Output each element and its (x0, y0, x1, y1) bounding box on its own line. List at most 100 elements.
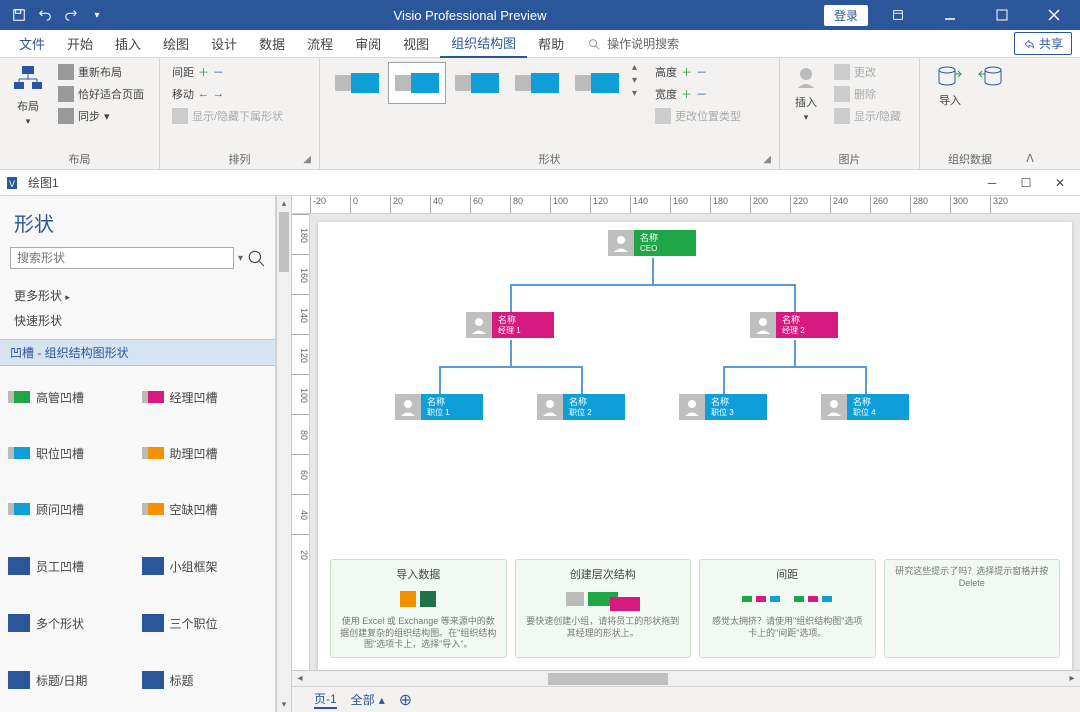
stencil-header[interactable]: 凹槽 - 组织结构图形状 (0, 339, 275, 366)
stencil-shape-item[interactable]: 高管凹槽 (8, 376, 134, 418)
move-button[interactable]: 移动 ← → (168, 84, 287, 104)
stencil-shape-item[interactable]: 员工凹槽 (8, 544, 134, 587)
ribbon-group-shapes: ▴ ▾ ▾ 高度 ＋ － 宽度 ＋ － 更改位置类型 形状◢ (320, 58, 780, 169)
shape-style-thumb[interactable] (568, 62, 626, 104)
minimize-icon[interactable] (928, 0, 972, 30)
save-icon[interactable] (8, 4, 30, 26)
horizontal-ruler: -200204060801001201401601802002202402602… (292, 196, 1080, 214)
search-dropdown-icon[interactable]: ▾ (238, 253, 243, 264)
sync-button[interactable]: 同步 ▾ (54, 106, 148, 126)
gallery-scroll-down-icon[interactable]: ▾ (632, 75, 637, 86)
shapes-search-input[interactable] (10, 247, 234, 269)
shape-style-gallery[interactable] (328, 62, 626, 104)
shape-style-thumb[interactable] (388, 62, 446, 104)
document-title-bar: V 绘图1 ─ ☐ ✕ (0, 170, 1080, 196)
show-hide-picture-button[interactable]: 显示/隐藏 (830, 106, 905, 126)
delete-picture-button[interactable]: 删除 (830, 84, 905, 104)
menu-tab-9[interactable]: 组织结构图 (440, 30, 527, 58)
login-button[interactable]: 登录 (824, 5, 868, 26)
add-page-button[interactable]: ⊕ (399, 690, 412, 710)
doc-restore-icon[interactable]: ☐ (1012, 176, 1040, 190)
stencil-shape-item[interactable]: 顾问凹槽 (8, 488, 134, 530)
tell-me-search[interactable]: 操作说明搜索 (587, 35, 679, 52)
horizontal-scrollbar[interactable]: ◂▸ (292, 670, 1080, 686)
menu-tab-3[interactable]: 绘图 (152, 30, 200, 58)
stencil-shape-item[interactable]: 标题/日期 (8, 659, 134, 702)
ribbon-display-icon[interactable] (876, 0, 920, 30)
page-tabs: 页-1 全部 ▴ ⊕ (292, 686, 1080, 712)
menu-tab-10[interactable]: 帮助 (527, 30, 575, 58)
app-title: Visio Professional Preview (116, 8, 824, 23)
stencil-shape-item[interactable]: 小组框架 (142, 544, 268, 587)
tell-me-label: 操作说明搜索 (607, 35, 679, 52)
ribbon-group-arrange: 间距 ＋ － 移动 ← → 显示/隐藏下属形状 排列◢ (160, 58, 320, 169)
dialog-launcher-icon[interactable]: ◢ (303, 154, 311, 165)
page-tab[interactable]: 页-1 (314, 690, 337, 709)
org-node-p4[interactable]: 名称职位 4 (821, 394, 909, 420)
main-area: 形状 ▾ 更多形状 ▸ 快速形状 凹槽 - 组织结构图形状 高管凹槽经理凹槽职位… (0, 196, 1080, 712)
ribbon-group-orgdata: 导入 组织数据 (920, 58, 1020, 169)
collapse-ribbon-icon[interactable]: ᐱ (1020, 58, 1040, 169)
import-button[interactable]: 导入 (933, 62, 967, 110)
doc-close-icon[interactable]: ✕ (1046, 176, 1074, 190)
redo-icon[interactable] (60, 4, 82, 26)
org-node-p1[interactable]: 名称职位 1 (395, 394, 483, 420)
menu-tab-2[interactable]: 插入 (104, 30, 152, 58)
insert-picture-button[interactable]: 插入 ▾ (788, 62, 824, 125)
stencil-shape-item[interactable]: 经理凹槽 (142, 376, 268, 418)
shape-style-thumb[interactable] (508, 62, 566, 104)
menu-tab-4[interactable]: 设计 (200, 30, 248, 58)
drawing-page[interactable]: 名称CEO 名称经理 1 名称经理 2 名称职位 1 名称职位 2 名称职位 3 名称职位 … (318, 222, 1072, 670)
all-pages-tab[interactable]: 全部 ▴ (351, 691, 385, 708)
hint-card[interactable]: 创建层次结构要快速创建小组，请将员工的形状拖到其经理的形状上。 (515, 559, 692, 658)
export-button[interactable] (973, 62, 1007, 92)
org-node-m2[interactable]: 名称经理 2 (750, 312, 838, 338)
menu-tab-7[interactable]: 审阅 (344, 30, 392, 58)
ribbon-group-picture: 插入 ▾ 更改 删除 显示/隐藏 图片 (780, 58, 920, 169)
doc-minimize-icon[interactable]: ─ (978, 176, 1006, 190)
maximize-icon[interactable] (980, 0, 1024, 30)
quick-shapes-link[interactable]: 快速形状 (14, 308, 261, 333)
org-node-p3[interactable]: 名称职位 3 (679, 394, 767, 420)
shape-style-thumb[interactable] (328, 62, 386, 104)
stencil-shape-item[interactable]: 三个职位 (142, 602, 268, 645)
menu-tab-8[interactable]: 视图 (392, 30, 440, 58)
org-node-ceo[interactable]: 名称CEO (608, 230, 696, 256)
dialog-launcher-icon[interactable]: ◢ (763, 154, 771, 165)
close-icon[interactable] (1032, 0, 1076, 30)
show-hide-subordinates-button[interactable]: 显示/隐藏下属形状 (168, 106, 287, 126)
visio-doc-icon: V (6, 175, 22, 191)
org-node-m1[interactable]: 名称经理 1 (466, 312, 554, 338)
change-position-type-button[interactable]: 更改位置类型 (651, 106, 745, 126)
stencil-shape-item[interactable]: 多个形状 (8, 602, 134, 645)
search-icon[interactable] (247, 249, 265, 267)
shapes-panel-title: 形状 (0, 196, 275, 247)
more-shapes-link[interactable]: 更多形状 ▸ (14, 283, 261, 308)
menu-tab-5[interactable]: 数据 (248, 30, 296, 58)
undo-icon[interactable] (34, 4, 56, 26)
stencil-shape-item[interactable]: 职位凹槽 (8, 432, 134, 474)
relayout-button[interactable]: 重新布局 (54, 62, 148, 82)
menu-tab-0[interactable]: 文件 (8, 30, 56, 58)
height-button[interactable]: 高度 ＋ － (651, 62, 745, 82)
qat-customize-icon[interactable]: ▾ (86, 4, 108, 26)
org-node-p2[interactable]: 名称职位 2 (537, 394, 625, 420)
shape-style-thumb[interactable] (448, 62, 506, 104)
stencil-shape-item[interactable]: 标题 (142, 659, 268, 702)
gallery-scroll-up-icon[interactable]: ▴ (632, 62, 637, 73)
stencil-shape-item[interactable]: 助理凹槽 (142, 432, 268, 474)
width-button[interactable]: 宽度 ＋ － (651, 84, 745, 104)
fit-page-button[interactable]: 恰好适合页面 (54, 84, 148, 104)
layout-button[interactable]: 布局 ▾ (8, 62, 48, 129)
hint-card[interactable]: 研究这些提示了吗？选择提示窗格并按 Delete (884, 559, 1061, 658)
change-picture-button[interactable]: 更改 (830, 62, 905, 82)
spacing-button[interactable]: 间距 ＋ － (168, 62, 287, 82)
hint-card[interactable]: 间距 感觉太拥挤？请使用"组织结构图"选项卡上的"间距"选项。 (699, 559, 876, 658)
gallery-more-icon[interactable]: ▾ (632, 88, 637, 99)
menu-tab-1[interactable]: 开始 (56, 30, 104, 58)
menu-tab-6[interactable]: 流程 (296, 30, 344, 58)
share-button[interactable]: 共享 (1014, 32, 1072, 55)
panel-scrollbar[interactable]: ▴ ▾ (276, 196, 292, 712)
hint-card[interactable]: 导入数据使用 Excel 或 Exchange 等来源中的数据创建复杂的组织结构… (330, 559, 507, 658)
stencil-shape-item[interactable]: 空缺凹槽 (142, 488, 268, 530)
